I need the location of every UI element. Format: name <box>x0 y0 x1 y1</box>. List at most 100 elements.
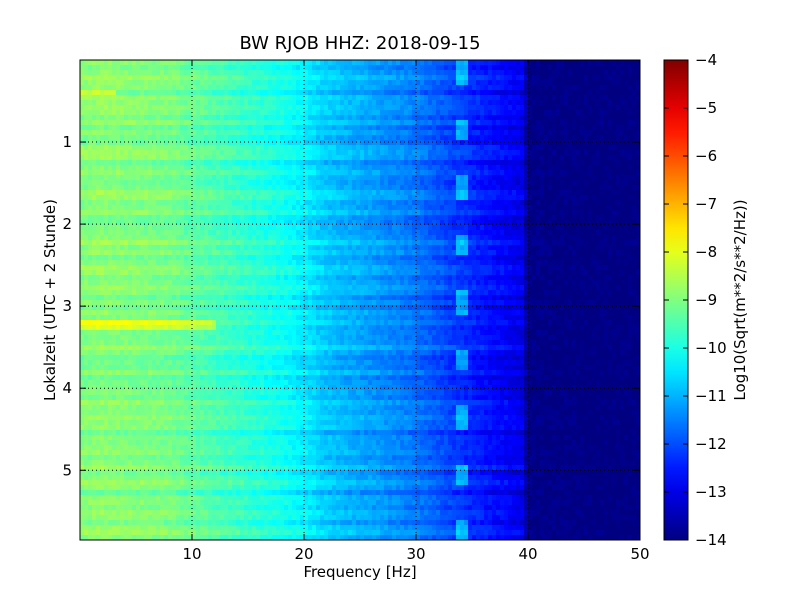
heatmap-cell <box>396 220 401 226</box>
heatmap-cell <box>424 140 429 146</box>
heatmap-cell <box>244 100 249 106</box>
heatmap-cell <box>528 140 533 146</box>
heatmap-cell <box>260 165 265 171</box>
heatmap-cell <box>224 165 229 171</box>
heatmap-cell <box>104 75 109 81</box>
heatmap-cell <box>200 85 205 91</box>
heatmap-cell <box>112 130 117 136</box>
heatmap-cell <box>400 90 405 96</box>
heatmap-cell <box>148 215 153 221</box>
heatmap-cell <box>172 165 177 171</box>
heatmap-cell <box>416 125 421 131</box>
heatmap-cell <box>288 115 293 121</box>
heatmap-cell <box>164 235 169 241</box>
heatmap-cell <box>476 200 481 206</box>
heatmap-cell <box>356 130 361 136</box>
heatmap-cell <box>540 90 545 96</box>
heatmap-cell <box>192 150 197 156</box>
heatmap-cell <box>620 135 625 141</box>
heatmap-cell <box>380 85 385 91</box>
heatmap-cell <box>508 180 513 186</box>
heatmap-cell <box>296 165 301 171</box>
heatmap-cell <box>416 215 421 221</box>
heatmap-cell <box>388 90 393 96</box>
heatmap-cell <box>332 180 337 186</box>
heatmap-cell <box>304 70 309 76</box>
heatmap-cell <box>456 210 461 216</box>
heatmap-cell <box>600 160 605 166</box>
heatmap-cell <box>616 210 621 216</box>
heatmap-cell <box>448 85 453 91</box>
heatmap-cell <box>96 165 101 171</box>
heatmap-cell <box>228 135 233 141</box>
heatmap-cell <box>636 200 640 206</box>
heatmap-cell <box>412 235 417 241</box>
heatmap-cell <box>376 90 381 96</box>
heatmap-cell <box>348 195 353 201</box>
heatmap-cell <box>344 105 349 111</box>
heatmap-cell <box>240 170 245 176</box>
heatmap-cell <box>212 80 217 86</box>
heatmap-cell <box>124 100 129 106</box>
heatmap-cell <box>568 115 573 121</box>
heatmap-cell <box>516 230 521 236</box>
heatmap-cell <box>340 100 345 106</box>
heatmap-cell <box>564 180 569 186</box>
heatmap-cell <box>296 130 301 136</box>
heatmap-cell <box>268 205 273 211</box>
heatmap-cell <box>284 90 289 96</box>
heatmap-cell <box>156 100 161 106</box>
heatmap-cell <box>564 95 569 101</box>
heatmap-cell <box>192 75 197 81</box>
heatmap-cell <box>492 230 497 236</box>
heatmap-cell <box>160 140 165 146</box>
heatmap-cell <box>564 170 569 176</box>
heatmap-cell <box>504 165 509 171</box>
heatmap-cell <box>212 95 217 101</box>
heatmap-cell <box>580 225 585 231</box>
heatmap-cell <box>108 160 113 166</box>
heatmap-cell <box>288 170 293 176</box>
heatmap-cell <box>288 95 293 101</box>
heatmap-cell <box>160 90 165 96</box>
heatmap-cell <box>216 145 221 151</box>
heatmap-cell <box>156 70 161 76</box>
heatmap-cell <box>216 165 221 171</box>
heatmap-cell <box>580 120 585 126</box>
heatmap-cell <box>500 200 505 206</box>
heatmap-cell <box>452 75 457 81</box>
heatmap-cell <box>416 230 421 236</box>
heatmap-cell <box>496 75 501 81</box>
heatmap-cell <box>488 215 493 221</box>
heatmap-cell <box>224 190 229 196</box>
heatmap-cell <box>444 105 449 111</box>
heatmap-cell <box>320 90 325 96</box>
heatmap-cell <box>172 160 177 166</box>
heatmap-cell <box>304 190 309 196</box>
heatmap-cell <box>112 170 117 176</box>
heatmap-cell <box>176 100 181 106</box>
heatmap-cell <box>464 85 469 91</box>
heatmap-cell <box>404 220 409 226</box>
heatmap-cell <box>348 135 353 141</box>
heatmap-cell <box>612 195 617 201</box>
heatmap-cell <box>80 60 85 66</box>
heatmap-cell <box>556 225 561 231</box>
heatmap-cell <box>328 65 333 71</box>
heatmap-cell <box>624 195 629 201</box>
heatmap-cell <box>236 225 241 231</box>
heatmap-cell <box>104 170 109 176</box>
heatmap-cell <box>436 145 441 151</box>
heatmap-cell <box>236 165 241 171</box>
heatmap-cell <box>500 160 505 166</box>
heatmap-cell <box>252 235 257 241</box>
heatmap-cell <box>516 115 521 121</box>
heatmap-cell <box>160 220 165 226</box>
heatmap-cell <box>448 120 453 126</box>
heatmap-cell <box>572 220 577 226</box>
heatmap-cell <box>268 70 273 76</box>
heatmap-cell <box>580 90 585 96</box>
heatmap-cell <box>156 210 161 216</box>
heatmap-cell <box>460 230 465 236</box>
heatmap-cell <box>252 200 257 206</box>
